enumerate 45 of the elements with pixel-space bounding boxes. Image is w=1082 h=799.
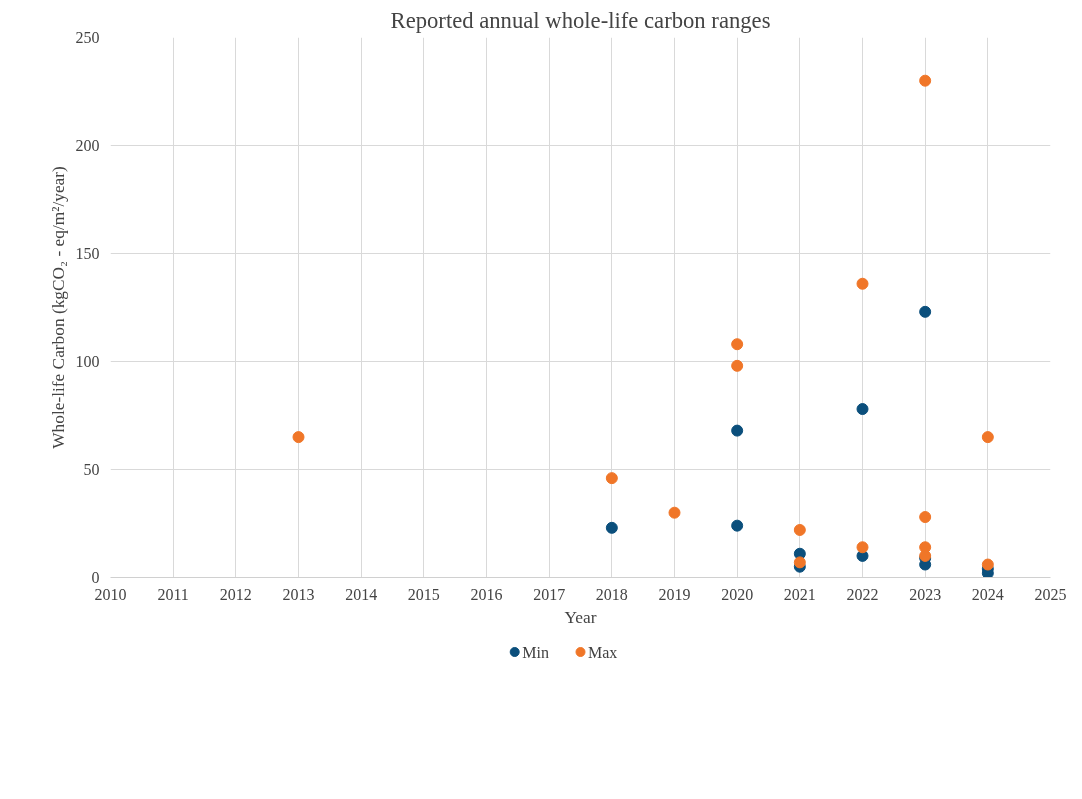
point <box>856 277 869 290</box>
x-tick-label: 2024 <box>971 585 1004 603</box>
point <box>856 541 869 554</box>
point <box>793 523 806 536</box>
x-tick-label: 2021 <box>783 585 816 603</box>
x-tick-label: 2013 <box>282 585 315 603</box>
point <box>919 74 932 87</box>
point <box>793 556 806 569</box>
x-tick-label: 2016 <box>470 585 503 603</box>
y-tick-label: 150 <box>75 245 100 262</box>
legend-label: Min <box>522 643 549 661</box>
point <box>981 431 994 444</box>
point <box>605 521 618 534</box>
x-tick-label: 2019 <box>658 585 691 603</box>
x-tick-label: 2014 <box>345 585 378 603</box>
point <box>731 519 744 532</box>
x-tick-label: 2020 <box>721 585 754 603</box>
x-tick-label: 2015 <box>407 585 440 603</box>
point <box>668 506 681 519</box>
point <box>856 403 869 416</box>
y-tick-label: 100 <box>75 353 100 370</box>
y-tick-label: 0 <box>91 569 100 586</box>
x-tick-label: 2017 <box>533 585 566 603</box>
chart-title: Reported annual whole-life carbon ranges <box>390 7 771 33</box>
x-tick-label: 2010 <box>94 585 127 603</box>
point <box>919 511 932 524</box>
point <box>981 558 994 571</box>
point <box>605 472 618 485</box>
y-tick-label: 250 <box>75 29 100 46</box>
y-tick-label: 50 <box>83 461 100 478</box>
point <box>292 431 305 444</box>
x-tick-label: 2012 <box>219 585 252 603</box>
point <box>919 305 932 318</box>
x-tick-label: 2022 <box>846 585 879 603</box>
x-axis-title: Year <box>564 607 597 627</box>
y-axis-title: Whole-life Carbon (kgCO₂ - eq/m²/year) <box>48 165 68 449</box>
point <box>731 424 744 437</box>
legend-label: Max <box>588 643 618 661</box>
x-tick-label: 2018 <box>595 585 628 603</box>
point <box>731 359 744 372</box>
point <box>731 338 744 351</box>
x-tick-label: 2025 <box>1034 585 1067 603</box>
y-tick-label: 200 <box>75 137 100 154</box>
x-tick-label: 2011 <box>157 585 189 603</box>
x-tick-label: 2023 <box>909 585 942 603</box>
